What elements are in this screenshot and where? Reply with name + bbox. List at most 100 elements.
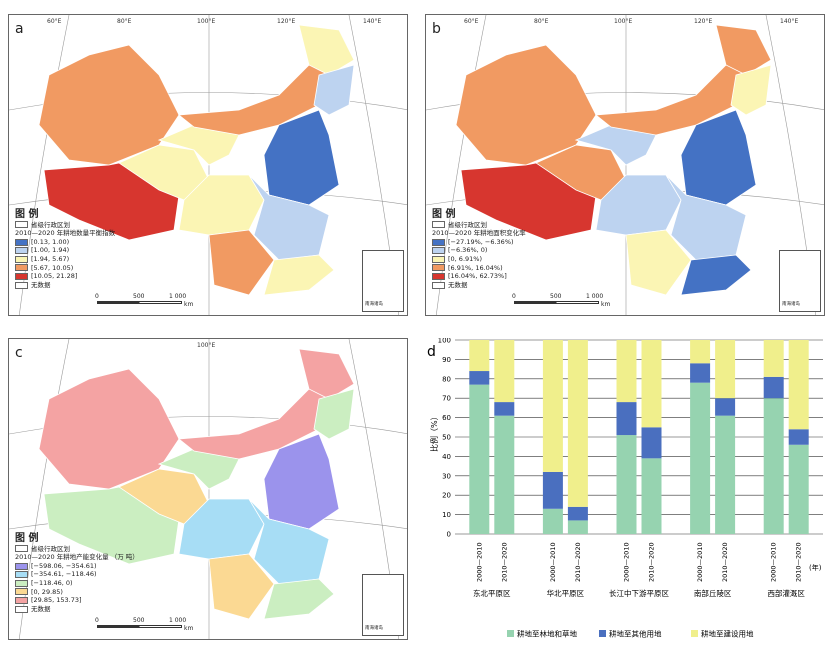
legend-swatch bbox=[507, 630, 514, 637]
map-panel-c: 100°E c 图 例 省级行政区划 2010—2020 年耕地产能变化量 （万… bbox=[8, 338, 408, 640]
region-southwest bbox=[208, 229, 275, 296]
bar-segment bbox=[542, 508, 563, 534]
bar-segment bbox=[763, 398, 784, 534]
region-southwest bbox=[625, 229, 692, 296]
legend-label: 耕地至林地和草地 bbox=[517, 629, 577, 639]
boundary-label: 省级行政区划 bbox=[448, 220, 487, 229]
legend-class: [−6.36%, 0) bbox=[448, 246, 488, 255]
legend-swatch bbox=[15, 247, 28, 255]
bar-segment bbox=[763, 376, 784, 399]
bar-segment bbox=[616, 340, 637, 403]
region-north-china bbox=[263, 109, 340, 206]
legend-swatch bbox=[599, 630, 606, 637]
legend-class: [29.85, 153.73] bbox=[31, 596, 82, 605]
region-heilongjiang bbox=[298, 24, 355, 76]
bar-segment bbox=[494, 415, 515, 534]
inset-label: 南海诸岛 bbox=[782, 302, 800, 307]
legend-heading: 图 例 bbox=[432, 209, 456, 220]
bar-segment bbox=[469, 371, 490, 385]
legend-heading: 图 例 bbox=[15, 209, 39, 220]
region-northeast bbox=[730, 64, 772, 116]
legend-class: [6.91%, 16.04%) bbox=[448, 263, 503, 272]
region-sichuan bbox=[178, 498, 265, 560]
region-heilongjiang bbox=[298, 348, 355, 400]
y-tick-label: 70 bbox=[442, 395, 451, 403]
china-map-b bbox=[426, 15, 824, 315]
y-tick-label: 90 bbox=[442, 356, 451, 364]
legend-swatch bbox=[15, 579, 28, 587]
legend: 图 例 省级行政区划 2010—2020 年耕地面积变化率 [−27.19%, … bbox=[432, 209, 592, 289]
legend-swatch bbox=[691, 630, 698, 637]
legend-label: 耕地至建设用地 bbox=[701, 629, 754, 639]
bar-segment bbox=[542, 340, 563, 472]
south-china-sea-inset: 南海诸岛 bbox=[362, 574, 404, 636]
boundary-label: 省级行政区划 bbox=[31, 220, 70, 229]
south-china-sea-inset: 南海诸岛 bbox=[362, 250, 404, 312]
lon-tick: 120°E bbox=[694, 18, 713, 25]
legend-swatch bbox=[15, 264, 28, 272]
region-xinjiang bbox=[38, 44, 180, 166]
legend-class: [−598.06, −354.61) bbox=[31, 561, 97, 570]
bar-segment bbox=[788, 340, 809, 430]
legend-swatch bbox=[432, 264, 445, 272]
lon-tick: 60°E bbox=[464, 18, 479, 25]
bar-segment bbox=[690, 340, 711, 364]
map-panel-a: 60°E 80°E 100°E 120°E 140°E a 图 例 省级行政区划… bbox=[8, 14, 408, 316]
legend-class: [−118.46, 0) bbox=[31, 578, 73, 587]
period-label: 2010—2020 bbox=[648, 542, 656, 582]
panel-letter: c bbox=[15, 345, 23, 361]
legend-swatch bbox=[432, 238, 445, 246]
legend-swatch bbox=[15, 562, 28, 570]
panel-letter: a bbox=[15, 21, 24, 37]
period-label: 2000—2010 bbox=[696, 542, 704, 582]
legend-class: [5.67, 10.05) bbox=[31, 263, 74, 272]
legend-label: 耕地至其他用地 bbox=[609, 629, 662, 639]
boundary-label: 省级行政区划 bbox=[31, 544, 70, 553]
bar-segment bbox=[494, 402, 515, 416]
bar-segment bbox=[763, 340, 784, 377]
period-label: 2010—2020 bbox=[574, 542, 582, 582]
period-label: 2010—2020 bbox=[721, 542, 729, 582]
panel-letter: d bbox=[427, 344, 436, 360]
legend: 图 例 省级行政区划 2010—2020 年耕地产能变化量 （万 吨） [−59… bbox=[15, 534, 175, 613]
china-map-c bbox=[9, 339, 407, 639]
period-label: 2000—2010 bbox=[475, 542, 483, 582]
inset-label: 南海诸岛 bbox=[365, 626, 383, 631]
legend-class: [1.00, 1.94) bbox=[31, 246, 70, 255]
bar-segment bbox=[715, 415, 736, 534]
bar-segment bbox=[641, 340, 662, 428]
y-tick-label: 10 bbox=[442, 511, 451, 519]
period-label: 2000—2010 bbox=[770, 542, 778, 582]
legend-swatch bbox=[432, 255, 445, 263]
bar-segment bbox=[494, 340, 515, 403]
lon-tick: 100°E bbox=[197, 342, 216, 349]
region-south bbox=[263, 578, 335, 620]
bar-segment bbox=[616, 402, 637, 436]
bar-segment bbox=[469, 340, 490, 372]
region-heilongjiang bbox=[715, 24, 772, 76]
region-northeast bbox=[313, 388, 355, 440]
region-sichuan bbox=[178, 174, 265, 236]
legend-title: 2010—2020 年耕地产能变化量 （万 吨） bbox=[15, 553, 139, 562]
region-xinjiang bbox=[455, 44, 597, 166]
legend-class: [10.05, 21.28] bbox=[31, 272, 78, 281]
lon-tick: 80°E bbox=[534, 18, 549, 25]
y-axis-label: 比例（%） bbox=[429, 412, 439, 452]
legend-title: 2010—2020 年耕地面积变化率 bbox=[432, 229, 526, 238]
x-unit-label: (年) bbox=[809, 563, 822, 572]
inset-label: 南海诸岛 bbox=[365, 302, 383, 307]
y-tick-label: 30 bbox=[442, 472, 451, 480]
legend-title: 2010—2020 年耕地数量平衡指数 bbox=[15, 229, 116, 238]
legend-class: [−27.19%, −6.36%) bbox=[448, 237, 514, 246]
legend: 图 例 省级行政区划 2010—2020 年耕地数量平衡指数 [0.13, 1.… bbox=[15, 209, 175, 289]
china-map-a bbox=[9, 15, 407, 315]
region-north-china bbox=[680, 109, 757, 206]
region-southwest bbox=[208, 553, 275, 620]
region-xinjiang bbox=[38, 368, 180, 490]
legend-swatch bbox=[15, 588, 28, 596]
lon-tick: 140°E bbox=[363, 18, 382, 25]
y-tick-label: 100 bbox=[438, 338, 451, 345]
bar-segment bbox=[690, 363, 711, 383]
stacked-bar-chart: d 比例（%） (年) 0 10 20 30 40 50 60 70 80 90 100 2000—… bbox=[427, 338, 823, 639]
bar-segment bbox=[788, 444, 809, 534]
